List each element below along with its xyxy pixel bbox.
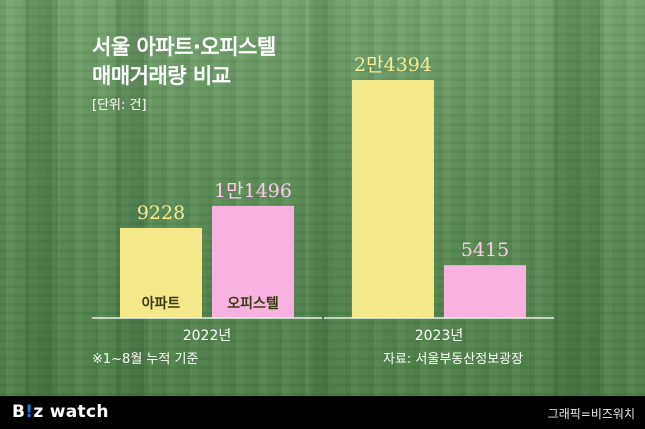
bar-apartment-1 — [120, 227, 202, 318]
bar-officetel-1 — [212, 205, 294, 318]
value-label: 1만1496 — [214, 180, 292, 202]
chart-title: 서울 아파트·오피스텔 — [92, 35, 276, 59]
legend-label: 아파트 — [142, 295, 181, 312]
value-label: 9228 — [137, 202, 185, 224]
city-background — [0, 0, 645, 396]
unit-label: [단위: 건] — [92, 98, 147, 113]
bizwatch-logo: B!z watch — [12, 402, 109, 422]
footer-bar — [0, 396, 645, 429]
x-tick-label: 2023년 — [415, 328, 464, 344]
chart-subtitle: 매매거래량 비교 — [92, 64, 231, 88]
footnote-source: 자료: 서울부동산정보광장 — [383, 352, 524, 367]
x-tick-label: 2022년 — [183, 328, 232, 344]
bar-apartment-2 — [352, 80, 434, 318]
graphic-credit: 그래픽=비즈워치 — [547, 407, 635, 421]
footnote-basis: ※1~8월 누적 기준 — [92, 352, 199, 367]
bar-chart: 9228 아파트 1만1496 오피스텔 2022년 2만4394 5415 2023년 — [92, 54, 554, 344]
legend-label: 오피스텔 — [227, 296, 279, 312]
value-label: 2만4394 — [354, 54, 432, 76]
value-label: 5415 — [461, 239, 509, 261]
bar-officetel-2 — [444, 265, 526, 318]
